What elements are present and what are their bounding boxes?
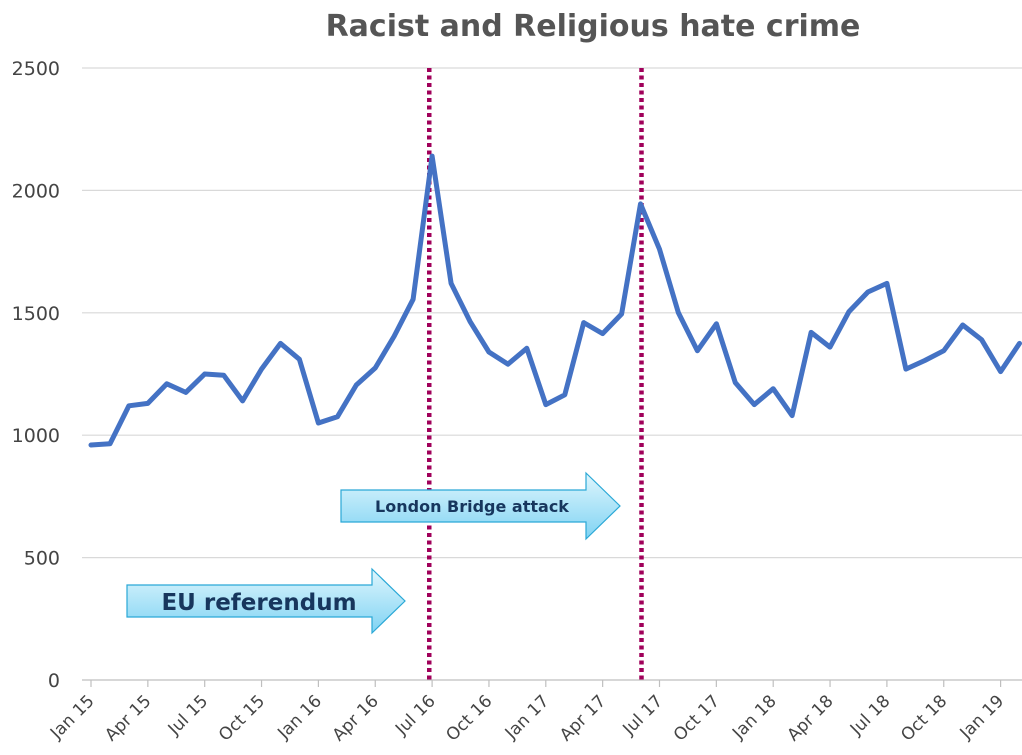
x-tick-label: Oct 15 — [215, 691, 269, 745]
data-point — [657, 247, 662, 252]
data-point — [638, 201, 643, 207]
data-point — [240, 398, 245, 404]
data-point — [941, 348, 946, 353]
data-point — [297, 357, 302, 362]
y-tick-label: 2500 — [12, 58, 60, 80]
x-tick-label: Apr 18 — [784, 691, 838, 745]
gridlines — [82, 67, 1022, 559]
data-point — [354, 382, 359, 388]
data-point — [752, 402, 757, 407]
data-point — [164, 381, 169, 386]
data-point — [278, 341, 283, 346]
series-line-1 — [88, 153, 1022, 448]
data-point — [107, 441, 113, 446]
data-point — [221, 373, 226, 378]
data-point — [145, 401, 150, 406]
data-point — [183, 390, 188, 395]
x-tick-label: Oct 18 — [897, 691, 951, 745]
data-point — [335, 414, 340, 419]
data-point — [524, 346, 529, 351]
y-tick-label: 1000 — [12, 425, 60, 447]
london-bridge-arrow — [340, 471, 621, 541]
data-point — [960, 322, 965, 328]
data-point — [998, 369, 1003, 374]
data-point — [733, 380, 738, 385]
series-layer — [88, 153, 1022, 448]
data-point — [126, 403, 132, 408]
data-point — [979, 337, 984, 342]
x-tick-label: Jan 18 — [728, 691, 781, 744]
chart-title: Racist and Religious hate crime — [326, 9, 861, 44]
x-tick-label: Oct 17 — [670, 691, 724, 745]
data-point — [884, 281, 890, 286]
data-point — [903, 366, 909, 372]
data-point — [846, 309, 852, 314]
y-tick-label: 0 — [48, 670, 60, 692]
x-tick-label: Apr 15 — [101, 691, 155, 745]
eu-referendum-arrow — [126, 567, 406, 635]
eu-referendum-callout: EU referendum — [126, 567, 406, 635]
data-point — [373, 365, 378, 371]
data-point — [448, 281, 454, 286]
data-point — [392, 333, 397, 339]
data-point — [808, 330, 814, 335]
data-point — [922, 358, 927, 363]
london-bridge-callout: London Bridge attack — [340, 471, 621, 541]
data-point — [88, 442, 94, 448]
x-tick-label: Jul 15 — [164, 691, 212, 739]
data-point — [676, 310, 681, 315]
x-tick-label: Jan 16 — [273, 691, 326, 744]
data-point — [486, 349, 492, 355]
london-bridge-label: London Bridge attack — [375, 497, 569, 516]
x-tick-label: Jan 19 — [956, 691, 1009, 744]
data-point — [581, 320, 586, 325]
data-point — [316, 420, 321, 426]
x-tick-label: Jan 17 — [501, 691, 554, 744]
data-point — [771, 386, 776, 391]
data-point — [259, 366, 264, 372]
data-point — [865, 289, 871, 295]
x-tick-label: Apr 16 — [329, 691, 383, 745]
data-point — [1017, 341, 1022, 346]
x-axis-tick-labels: Jan 15 Apr 15 Jul 15 Oct 15 Jan 16 Apr 16 Jul … — [46, 680, 1008, 745]
data-point — [543, 402, 548, 407]
x-tick-label: Apr 17 — [556, 691, 610, 745]
data-point — [562, 392, 567, 397]
x-tick-label: Jul 17 — [619, 691, 667, 739]
y-tick-label: 2000 — [12, 180, 60, 202]
data-point — [505, 362, 511, 367]
data-point — [467, 319, 473, 324]
eu-referendum-label: EU referendum — [161, 590, 356, 616]
y-axis-tick-labels: 0 500 1000 1500 2000 2500 — [12, 58, 60, 692]
data-point — [429, 153, 435, 159]
data-point — [714, 321, 719, 326]
x-tick-label: Jul 18 — [846, 691, 894, 739]
data-point — [410, 297, 416, 302]
x-tick-label: Jan 15 — [46, 691, 99, 744]
data-point — [789, 413, 795, 418]
data-point — [600, 331, 605, 336]
data-point — [827, 344, 833, 350]
y-tick-label: 500 — [24, 548, 60, 570]
event-markers — [427, 68, 644, 680]
data-point — [619, 311, 624, 317]
x-tick-label: Jul 16 — [391, 691, 439, 739]
y-tick-label: 1500 — [12, 303, 60, 325]
data-point — [202, 371, 207, 377]
x-tick-label: Oct 16 — [442, 691, 496, 745]
data-point — [695, 348, 700, 353]
